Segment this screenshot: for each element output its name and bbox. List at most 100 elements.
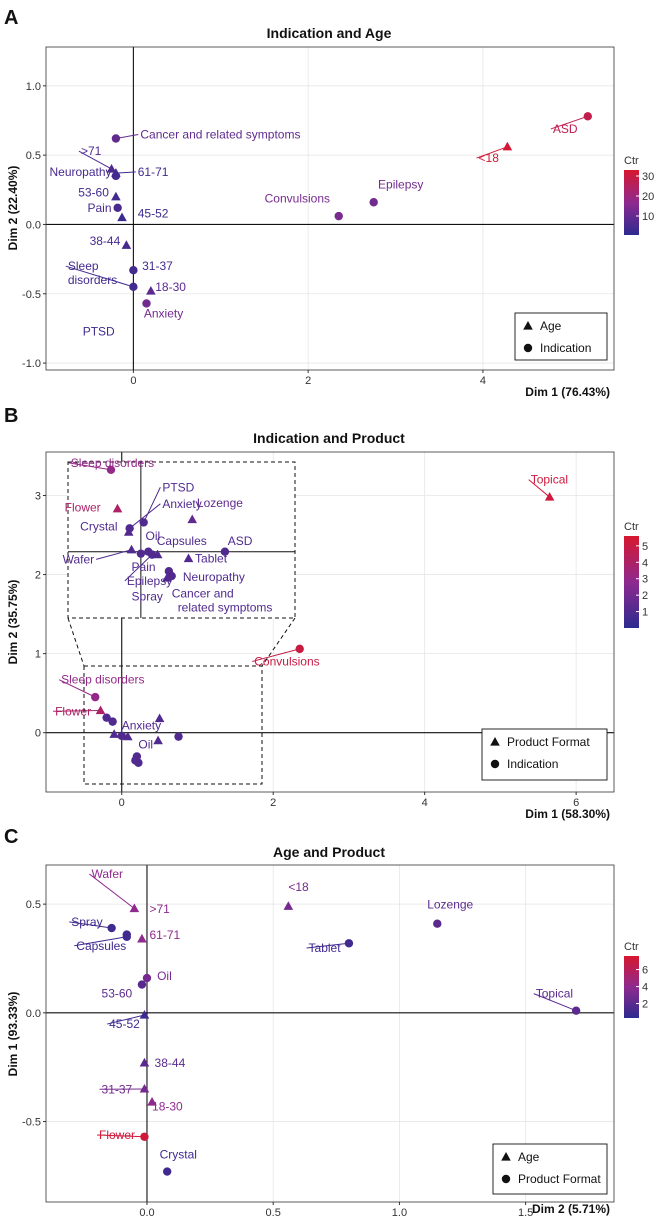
chart-title: Indication and Age [267,25,392,41]
colorbar: Ctr 1 2 3 4 5 [624,521,648,628]
point-tablet-triangle [183,553,194,563]
leader-line [115,171,136,174]
point-spray-circle [107,923,116,933]
legend-box [514,312,608,361]
point-capsules-circle [122,932,131,941]
point-label: 45-52 [138,207,169,221]
point-flower-triangle [95,705,106,715]
point-label: Topical [531,473,568,487]
point-18-30-triangle [146,285,156,295]
point-label: Convulsions [265,191,330,205]
colorbar-tick-label: 4 [642,557,648,569]
colorbar-title: Ctr [624,941,639,953]
point-flower-triangle [112,503,123,513]
point-tablet-circle [344,939,354,948]
point-label: Neuropathy [183,570,245,584]
point-label: Sleep disorders [61,673,144,687]
point-label: Wafer [91,867,123,881]
colorbar-tick-label: 5 [642,541,648,553]
colorbar: Ctr 2 4 6 [624,941,648,1018]
point-epilepsy-circle [147,550,157,559]
colorbar-tick-label: 10 [642,211,654,223]
legend-triangle-triangle [523,321,533,330]
point-label: Epilepsy [127,574,172,588]
y-tick-label: -1.0 [22,358,41,370]
point-label: ASD [553,122,578,136]
point-crystal-triangle [123,527,134,536]
legend-triangle-triangle [501,1152,511,1161]
colorbar: Ctr 10 20 30 [624,155,654,235]
point-label: Cancer and [172,587,234,601]
panel-c: C Age and Product 0.0 0.5 1.0 1.5 -0.5 0.0 0.5 Di… [4,826,648,1219]
plot-border [45,451,615,793]
leader-line [89,873,135,909]
zoom-region-box [83,665,263,785]
point-convulsions-circle [334,211,343,221]
chart-title: Indication and Product [253,430,405,446]
y-tick-label: 0 [35,728,41,740]
point-label: Oil [138,738,153,752]
y-tick-label: 0.5 [26,150,41,162]
leader-line [143,487,161,523]
point-label: 38-44 [90,234,121,248]
x-tick-label: 0.5 [266,1207,281,1219]
legend-box [481,728,608,781]
legend-label: Indication [507,757,558,771]
point-label: Capsules [76,939,126,953]
leader-line [252,648,300,662]
x-tick-label: 2 [305,375,311,387]
x-tick-label: 1.0 [392,1207,407,1219]
point-pain-circle [136,549,146,558]
point-lozenge-circle [433,919,442,928]
point-point-triangle [153,735,163,745]
zoom-connector [261,617,296,667]
point-label: Tablet [309,941,342,955]
point-point-circle [174,732,183,741]
point-label: Epilepsy [378,177,423,191]
points: <18 Lozenge Tablet Topical Wafer >71 Spray Caps… [69,867,581,1176]
point-label: 38-44 [155,1056,186,1070]
leader-line [96,1134,145,1138]
point-label: Topical [536,987,573,1001]
point-label: Spray [71,915,102,929]
point-pain-circle [113,203,122,213]
y-tick-label: -0.5 [22,1117,41,1129]
inset-box [67,461,296,619]
point-ptsd-circle [139,518,148,527]
point-point-circle [108,717,117,726]
x-tick-label: 4 [422,797,428,809]
point-71-triangle [106,163,117,173]
ticks: 0 2 4 -1.0 -0.5 0.0 0.5 1.0 [22,81,486,387]
point-point-triangle [122,731,133,741]
point-label: Lozenge [427,897,473,911]
point-label: Crystal [160,1148,197,1162]
point-flower-circle [140,1132,149,1141]
point-label: >71 [81,144,102,158]
leader-line [58,679,96,698]
point-asd-circle [220,547,230,556]
point-31-37-triangle [139,1083,150,1093]
point-label: Neuropathy [49,165,111,179]
points: Cancer and related symptoms >71 Neuropathy… [49,112,592,338]
x-tick-label: 2 [270,797,276,809]
point-label: 45-52 [109,1017,140,1031]
y-tick-label: 3 [35,490,41,502]
point-label: ASD [228,534,253,548]
point-sleep-disorders-circle [106,465,116,474]
legend-label: Age [518,1150,540,1164]
legend-circle-circle [501,1174,511,1184]
x-axis-label: Dim 2 (5.71%) [532,1202,610,1216]
point-61-71-triangle [137,933,147,943]
x-axis-label: Dim 1 (76.43%) [525,385,610,399]
colorbar-tick-label: 2 [642,999,648,1011]
point-lozenge-triangle [187,514,198,524]
point-label: Spray [132,589,163,603]
point-label: Flower [55,704,91,718]
point-point-triangle [162,573,172,582]
point-sleep-disorders-circle [129,282,138,292]
point-18-30-triangle [147,1096,157,1106]
colorbar-gradient [624,956,639,1018]
legend-circle-circle [523,343,533,353]
point-label: Cancer and related symptoms [140,127,300,141]
